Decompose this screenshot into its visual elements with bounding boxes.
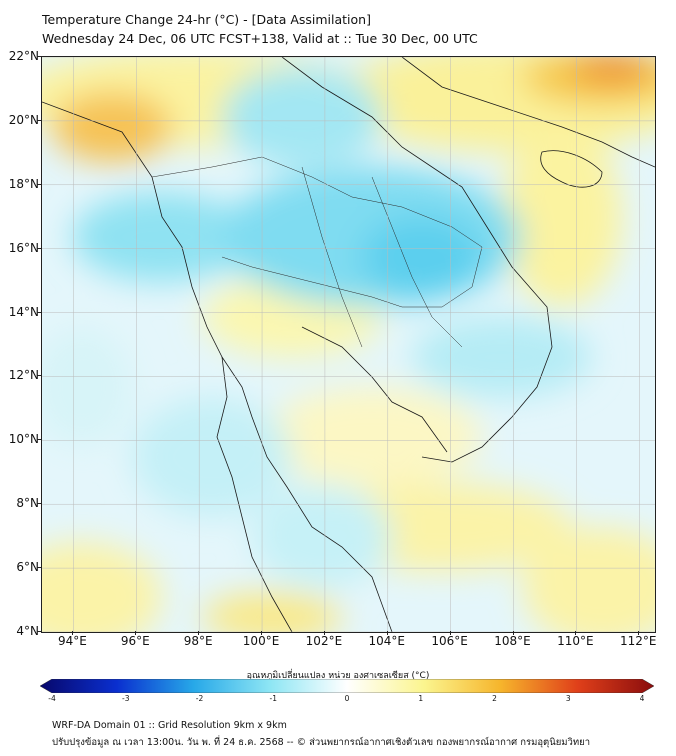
colorbar-tick-label: 1: [418, 694, 424, 703]
lon-tick: [261, 631, 263, 635]
lon-label: 100°E: [242, 634, 280, 648]
lon-label: 106°E: [431, 634, 468, 648]
lat-tick: [37, 503, 41, 505]
lat-label: 16°N: [8, 240, 39, 255]
lat-tick: [37, 119, 41, 121]
lat-tick: [37, 567, 41, 569]
lon-label: 94°E: [57, 634, 87, 648]
lat-label: 10°N: [8, 432, 39, 447]
lat-tick: [37, 247, 41, 249]
lat-tick: [37, 56, 41, 57]
lon-tick: [638, 631, 640, 635]
colorbar-tick-label: -4: [48, 694, 56, 703]
lat-label: 20°N: [8, 112, 39, 127]
lat-lon-grid: [42, 57, 655, 632]
lat-label: 18°N: [8, 176, 39, 191]
lat-tick: [37, 375, 41, 377]
country-borders: [151, 156, 483, 348]
map-subtitle: Wednesday 24 Dec, 06 UTC FCST+138, Valid…: [42, 31, 478, 46]
colorbar: [40, 679, 654, 693]
lon-tick: [72, 631, 74, 635]
lat-tick: [37, 311, 41, 313]
colorbar-tick-label: 0: [344, 694, 350, 703]
lat-label: 12°N: [8, 368, 39, 383]
colorbar-title: อุณหภูมิเปลี่ยนแปลง หน่วย องศาเซลเซียส (…: [246, 671, 430, 681]
temperature-field: [42, 57, 655, 632]
coastlines: [42, 57, 655, 632]
lon-label: 102°E: [305, 634, 343, 648]
temperature-change-map: [42, 57, 655, 632]
lon-tick: [386, 631, 388, 635]
lon-tick: [575, 631, 577, 635]
lon-label: 96°E: [120, 634, 150, 648]
lon-tick: [323, 631, 325, 635]
colorbar-tick-label: 2: [492, 694, 497, 703]
lat-label: 22°N: [8, 49, 39, 63]
lon-tick: [135, 631, 137, 635]
colorbar-tick-label: -3: [122, 694, 130, 703]
lon-label: 112°E: [620, 634, 657, 648]
lat-tick: [37, 631, 41, 632]
lon-label: 104°E: [368, 634, 406, 648]
map-panel[interactable]: [41, 56, 656, 633]
colorbar-tick-label: -1: [269, 694, 277, 703]
colorbar-tick-label: 4: [639, 694, 645, 703]
lon-tick: [198, 631, 200, 635]
lon-label: 110°E: [557, 634, 594, 648]
lat-tick: [37, 439, 41, 441]
lat-label: 4°N: [16, 624, 39, 638]
footer-credits: ปรับปรุงข้อมูล ณ เวลา 13:00น. วัน พ. ที่…: [52, 737, 591, 748]
colorbar-tick-label: 3: [565, 694, 571, 703]
lon-label: 98°E: [183, 634, 213, 648]
lat-label: 14°N: [8, 304, 39, 319]
footer-model-info: WRF-DA Domain 01 :: Grid Resolution 9km …: [52, 720, 287, 731]
lat-label: 8°N: [16, 496, 39, 511]
map-title: Temperature Change 24-hr (°C) - [Data As…: [42, 12, 371, 27]
lon-tick: [449, 631, 451, 635]
colorbar-tick-label: -2: [195, 694, 204, 703]
lat-label: 6°N: [16, 560, 39, 575]
lon-label: 108°E: [494, 634, 531, 648]
lat-tick: [37, 183, 41, 185]
lon-tick: [512, 631, 514, 635]
